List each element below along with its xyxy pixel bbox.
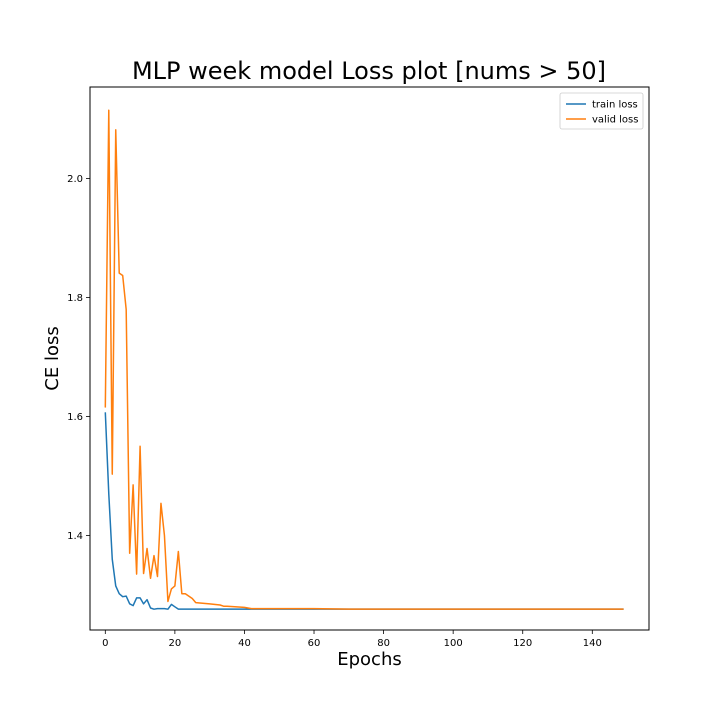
x-axis: 0 20 40 60 80 100 120 140	[102, 630, 602, 649]
legend-box	[559, 92, 644, 130]
series-line-1	[104, 109, 624, 610]
y-tick-label-0: 1.4	[67, 531, 83, 542]
x-tick-label-7: 140	[583, 638, 602, 649]
legend-label-1: valid loss	[592, 115, 638, 126]
x-tick-label-3: 60	[308, 638, 321, 649]
chart-title: MLP week model Loss plot [nums > 50]	[132, 57, 606, 85]
axes-frame	[89, 86, 650, 631]
y-tick-label-1: 1.6	[67, 412, 83, 423]
x-tick-label-4: 80	[377, 638, 390, 649]
plot-area	[104, 109, 624, 610]
y-tick-label-3: 2.0	[67, 174, 83, 185]
x-tick-label-2: 40	[238, 638, 251, 649]
x-axis-label: Epochs	[337, 649, 402, 670]
y-axis-label: CE loss	[42, 326, 63, 390]
series-line-0	[104, 412, 624, 610]
y-axis: 1.4 1.6 1.8 2.0	[67, 174, 90, 542]
legend: train loss valid loss	[559, 92, 644, 130]
x-tick-label-1: 20	[169, 638, 182, 649]
legend-label-0: train loss	[592, 100, 638, 111]
x-tick-label-6: 120	[513, 638, 532, 649]
y-tick-label-2: 1.8	[67, 293, 83, 304]
x-tick-label-0: 0	[102, 638, 108, 649]
x-tick-label-5: 100	[444, 638, 463, 649]
